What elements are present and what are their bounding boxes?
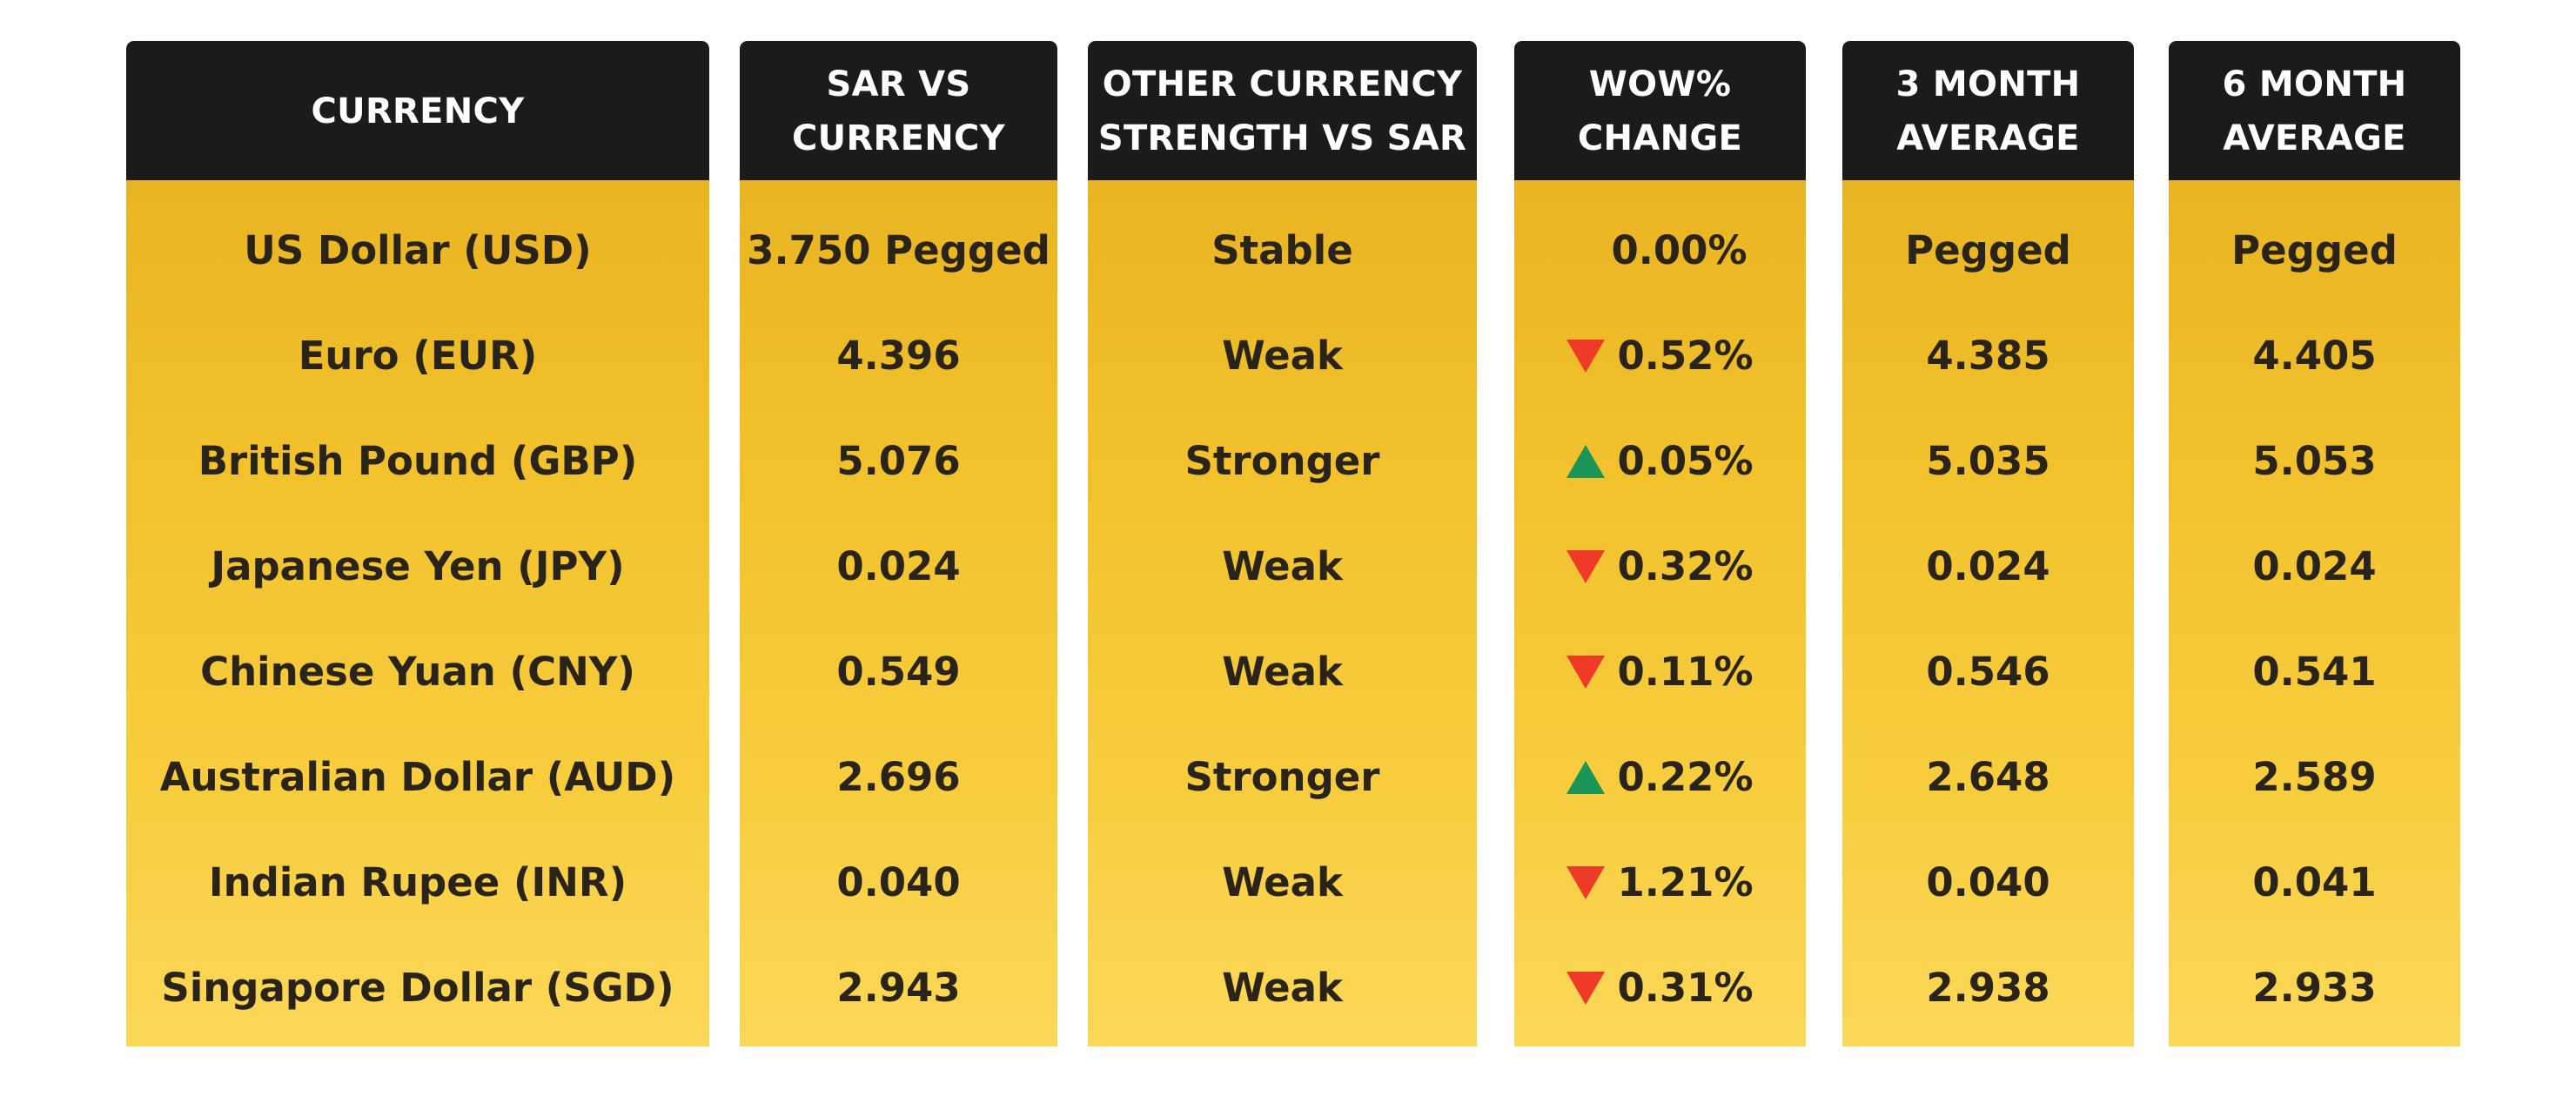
cell-3-month-average: 0.546 — [1926, 649, 2050, 695]
cell-wow-change: 0.05% — [1514, 408, 1806, 514]
header-line: OTHER CURRENCY — [1102, 64, 1463, 104]
column-3-month-average: 3 MONTH AVERAGE Pegged 4.385 5.035 0.024… — [1842, 41, 2134, 1047]
cell-6-month-average: 4.405 — [2252, 333, 2377, 379]
cell-wow-change: 0.00% — [1514, 198, 1806, 303]
cell-sar-vs-currency: 0.024 — [836, 543, 961, 589]
wow-value: 0.31% — [1617, 965, 1754, 1011]
cell-3-month-average: 0.024 — [1926, 543, 2050, 589]
up-arrow-icon — [1566, 444, 1606, 478]
cell-strength: Stronger — [1184, 438, 1380, 484]
wow-value: 0.22% — [1617, 754, 1754, 800]
cell-sar-vs-currency: 5.076 — [836, 438, 961, 484]
up-arrow-icon — [1566, 760, 1606, 794]
cell-currency: Japanese Yen (JPY) — [211, 543, 625, 589]
header-line: CURRENCY — [792, 118, 1005, 158]
cell-wow-change: 0.22% — [1514, 724, 1806, 830]
cell-wow-change: 0.31% — [1514, 935, 1806, 1040]
column-strength: OTHER CURRENCY STRENGTH VS SAR Stable We… — [1088, 41, 1477, 1047]
cell-6-month-average: 0.024 — [2252, 543, 2377, 589]
cell-6-month-average: 0.041 — [2252, 859, 2377, 905]
column-body-6-month-average: Pegged 4.405 5.053 0.024 0.541 2.589 0.0… — [2169, 180, 2460, 1047]
header-line: STRENGTH VS SAR — [1097, 118, 1467, 158]
cell-6-month-average: Pegged — [2231, 227, 2398, 273]
cell-currency: Euro (EUR) — [298, 333, 538, 379]
cell-currency: Chinese Yuan (CNY) — [200, 649, 635, 695]
cell-strength: Weak — [1222, 333, 1343, 379]
cell-3-month-average: 0.040 — [1926, 859, 2050, 905]
cell-sar-vs-currency: 3.750 Pegged — [747, 227, 1050, 273]
cell-6-month-average: 2.589 — [2252, 754, 2377, 800]
cell-strength: Weak — [1222, 649, 1343, 695]
cell-currency: Indian Rupee (INR) — [208, 859, 627, 905]
header-line: CURRENCY — [311, 91, 525, 131]
cell-strength: Weak — [1222, 965, 1343, 1011]
cell-sar-vs-currency: 2.943 — [836, 965, 961, 1011]
column-header-6-month-average: 6 MONTH AVERAGE — [2169, 41, 2460, 180]
column-header-sar-vs-currency: SAR VS CURRENCY — [740, 41, 1057, 180]
wow-value: 1.21% — [1617, 859, 1754, 905]
header-line: SAR VS — [826, 64, 971, 104]
cell-currency: British Pound (GBP) — [198, 438, 638, 484]
column-header-currency: CURRENCY — [126, 41, 709, 180]
cell-3-month-average: 4.385 — [1926, 333, 2050, 379]
cell-6-month-average: 2.933 — [2252, 965, 2377, 1011]
down-arrow-icon — [1566, 971, 1606, 1005]
cell-sar-vs-currency: 2.696 — [836, 754, 961, 800]
down-arrow-icon — [1566, 339, 1606, 373]
cell-wow-change: 0.32% — [1514, 514, 1806, 619]
header-line: AVERAGE — [2223, 118, 2406, 158]
cell-sar-vs-currency: 4.396 — [836, 333, 961, 379]
column-body-strength: Stable Weak Stronger Weak Weak Stronger … — [1088, 180, 1477, 1047]
header-line: AVERAGE — [1896, 118, 2080, 158]
column-6-month-average: 6 MONTH AVERAGE Pegged 4.405 5.053 0.024… — [2169, 41, 2460, 1047]
column-body-3-month-average: Pegged 4.385 5.035 0.024 0.546 2.648 0.0… — [1842, 180, 2134, 1047]
cell-strength: Weak — [1222, 543, 1343, 589]
cell-3-month-average: Pegged — [1905, 227, 2071, 273]
down-arrow-icon — [1566, 549, 1606, 583]
column-body-wow-change: 0.00% 0.52% 0.05% 0.32% 0.11% 0.22% 1.21… — [1514, 180, 1806, 1047]
wow-value: 0.32% — [1617, 543, 1754, 589]
header-line: CHANGE — [1577, 118, 1743, 158]
column-header-wow-change: WOW% CHANGE — [1514, 41, 1806, 180]
cell-6-month-average: 0.541 — [2252, 649, 2377, 695]
column-header-strength: OTHER CURRENCY STRENGTH VS SAR — [1088, 41, 1477, 180]
wow-value: 0.52% — [1617, 333, 1754, 379]
column-body-sar-vs-currency: 3.750 Pegged 4.396 5.076 0.024 0.549 2.6… — [740, 180, 1057, 1047]
column-currency: CURRENCY US Dollar (USD) Euro (EUR) Brit… — [126, 41, 709, 1047]
cell-wow-change: 1.21% — [1514, 830, 1806, 935]
column-header-3-month-average: 3 MONTH AVERAGE — [1842, 41, 2134, 180]
cell-currency: Australian Dollar (AUD) — [159, 754, 676, 800]
cell-3-month-average: 2.938 — [1926, 965, 2050, 1011]
down-arrow-icon — [1566, 865, 1606, 899]
cell-strength: Stronger — [1184, 754, 1380, 800]
cell-3-month-average: 5.035 — [1926, 438, 2050, 484]
cell-wow-change: 0.11% — [1514, 619, 1806, 724]
header-line: 3 MONTH — [1895, 64, 2081, 104]
down-arrow-icon — [1566, 655, 1606, 689]
cell-wow-change: 0.52% — [1514, 303, 1806, 408]
column-sar-vs-currency: SAR VS CURRENCY 3.750 Pegged 4.396 5.076… — [740, 41, 1057, 1047]
cell-3-month-average: 2.648 — [1926, 754, 2050, 800]
column-wow-change: WOW% CHANGE 0.00% 0.52% 0.05% 0.32% 0.11… — [1514, 41, 1806, 1047]
cell-strength: Weak — [1222, 859, 1343, 905]
cell-strength: Stable — [1211, 227, 1353, 273]
cell-6-month-average: 5.053 — [2252, 438, 2377, 484]
header-line: WOW% — [1588, 64, 1732, 104]
cell-sar-vs-currency: 0.040 — [836, 859, 961, 905]
wow-value: 0.11% — [1617, 649, 1754, 695]
cell-sar-vs-currency: 0.549 — [836, 649, 961, 695]
cell-currency: Singapore Dollar (SGD) — [161, 965, 674, 1011]
column-body-currency: US Dollar (USD) Euro (EUR) British Pound… — [126, 180, 709, 1047]
cell-currency: US Dollar (USD) — [244, 227, 592, 273]
header-line: 6 MONTH — [2222, 64, 2407, 104]
wow-value: 0.00% — [1611, 227, 1748, 273]
wow-value: 0.05% — [1617, 438, 1754, 484]
